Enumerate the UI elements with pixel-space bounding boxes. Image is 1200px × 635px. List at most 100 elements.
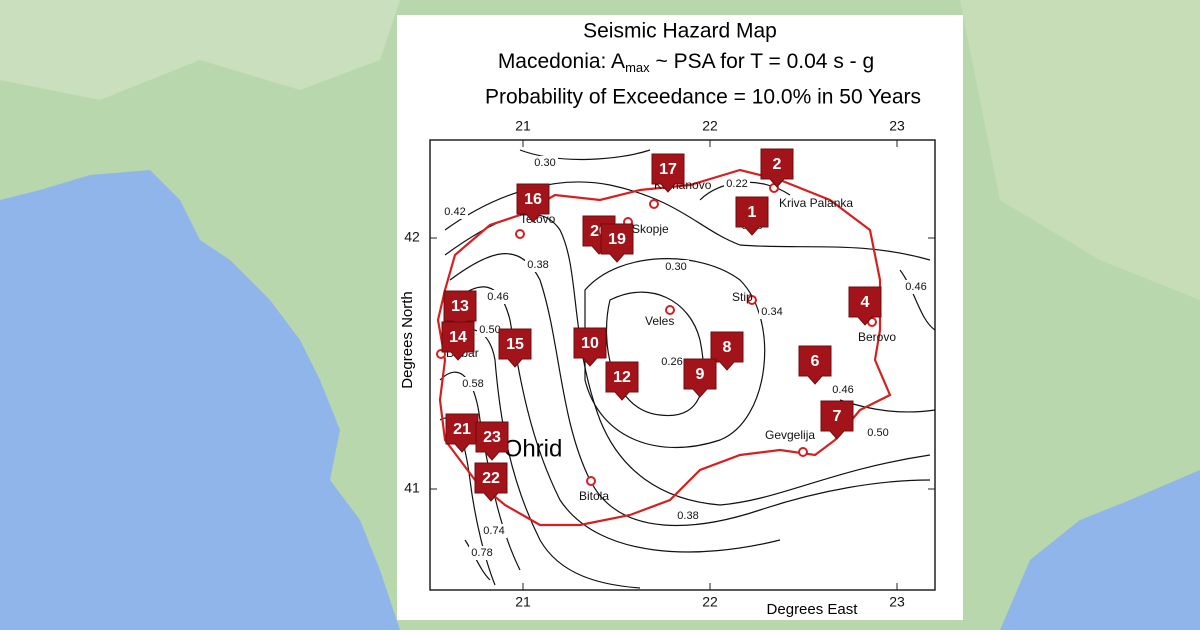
land-relief	[0, 0, 400, 100]
sea	[0, 170, 400, 630]
land-relief	[960, 0, 1200, 300]
x-tick-label: 22	[702, 594, 718, 610]
marker-pin	[798, 345, 832, 385]
ohrid-label: Ohrid	[504, 435, 563, 462]
marker-number: 8	[723, 339, 732, 356]
contour-label-bg	[759, 305, 785, 319]
map-marker[interactable]: 10	[573, 327, 607, 367]
city-label: Gevgelija	[765, 428, 815, 442]
city-label: Bitola	[579, 489, 609, 503]
city-label: Veles	[645, 314, 674, 328]
plot-frame	[429, 139, 936, 591]
map-marker[interactable]: 13	[443, 290, 477, 330]
city-label: Kriva Palanka	[779, 196, 853, 210]
marker-number: 4	[861, 294, 870, 311]
city-label: Berovo	[858, 330, 896, 344]
contour-label-bg	[865, 426, 891, 440]
contour-label-bg	[481, 524, 507, 538]
map-marker[interactable]: 2	[760, 148, 794, 188]
contour-label-bg	[903, 280, 929, 294]
title-line3: Probability of Exceedance = 10.0% in 50 …	[485, 86, 921, 109]
map-marker[interactable]: 16	[516, 183, 550, 223]
contour-label: 0.42	[444, 206, 465, 218]
marker-number: 6	[811, 353, 820, 370]
contour-label-bg	[477, 323, 503, 337]
contour-label: 0.46	[832, 384, 853, 396]
city-dot	[586, 476, 596, 486]
city-label: Stip	[732, 290, 753, 304]
marker-pin	[760, 148, 794, 188]
marker-number: 19	[608, 231, 626, 248]
marker-number: 16	[524, 191, 542, 208]
map-marker[interactable]: 14	[441, 321, 475, 361]
contour-label: 0.34	[761, 306, 782, 318]
marker-pin	[441, 321, 475, 361]
map-marker[interactable]: 22	[474, 462, 508, 502]
marker-pin	[445, 413, 479, 453]
contour-label-bg	[485, 290, 511, 304]
contour-label-bg	[532, 156, 558, 170]
contour-label-bg	[525, 258, 551, 272]
map-marker[interactable]: 12	[605, 361, 639, 401]
contour-label: 0.38	[527, 259, 548, 271]
contour-label: 0.78	[471, 547, 492, 559]
x-tick-label: 23	[889, 594, 905, 610]
map-marker[interactable]: 9	[683, 358, 717, 398]
contour-label: 0.26	[661, 356, 682, 368]
marker-number: 7	[833, 408, 842, 425]
marker-pin	[848, 286, 882, 326]
map-marker[interactable]: 15	[498, 328, 532, 368]
contour-label: 0.22	[726, 178, 747, 190]
marker-number: 2	[773, 156, 782, 173]
city-label: Skopje	[632, 222, 669, 236]
contour-label-bg	[442, 205, 468, 219]
map-marker[interactable]: 4	[848, 286, 882, 326]
marker-pin	[820, 400, 854, 440]
city-dot	[665, 305, 675, 315]
marker-number: 23	[483, 429, 501, 446]
marker-pin	[605, 361, 639, 401]
contour-label: 0.58	[462, 378, 483, 390]
country-border	[436, 168, 892, 527]
marker-number: 9	[696, 366, 705, 383]
contour-label: 0.30	[534, 157, 555, 169]
contour-label: 0.46	[487, 291, 508, 303]
contour-label-bg	[830, 383, 856, 397]
marker-number: 12	[613, 369, 631, 386]
map-marker[interactable]: 7	[820, 400, 854, 440]
contour-label: 0.50	[867, 427, 888, 439]
contour-label: 0.50	[479, 324, 500, 336]
contour-label-bg	[460, 377, 486, 391]
map-marker[interactable]: 1	[735, 196, 769, 236]
title-part: ~ PSA for T = 0.04 s - g	[650, 50, 875, 73]
marker-number: 21	[453, 421, 471, 438]
title-subscript: max	[625, 60, 650, 75]
map-marker[interactable]: 23	[475, 421, 509, 461]
city-dot	[798, 447, 808, 457]
marker-pin	[600, 223, 634, 263]
city-dot	[649, 199, 659, 209]
city-dot	[515, 229, 525, 239]
marker-pin	[516, 183, 550, 223]
marker-pin	[474, 462, 508, 502]
marker-pin	[735, 196, 769, 236]
map-marker[interactable]: 17	[651, 153, 685, 193]
contour-label: 0.74	[483, 525, 504, 537]
marker-pin	[651, 153, 685, 193]
marker-number: 1	[748, 204, 757, 221]
marker-number: 10	[581, 335, 599, 352]
marker-number: 15	[506, 336, 524, 353]
marker-pin	[573, 327, 607, 367]
y-tick-label: 41	[404, 480, 420, 496]
map-marker[interactable]: 21	[445, 413, 479, 453]
marker-pin	[498, 328, 532, 368]
map-marker[interactable]: 19	[600, 223, 634, 263]
contour-label: 0.46	[905, 281, 926, 293]
y-tick-label: 42	[404, 229, 420, 245]
title-line1: Seismic Hazard Map	[583, 20, 777, 43]
map-marker[interactable]: 6	[798, 345, 832, 385]
contour-label-bg	[659, 355, 685, 369]
marker-number: 13	[451, 298, 469, 315]
